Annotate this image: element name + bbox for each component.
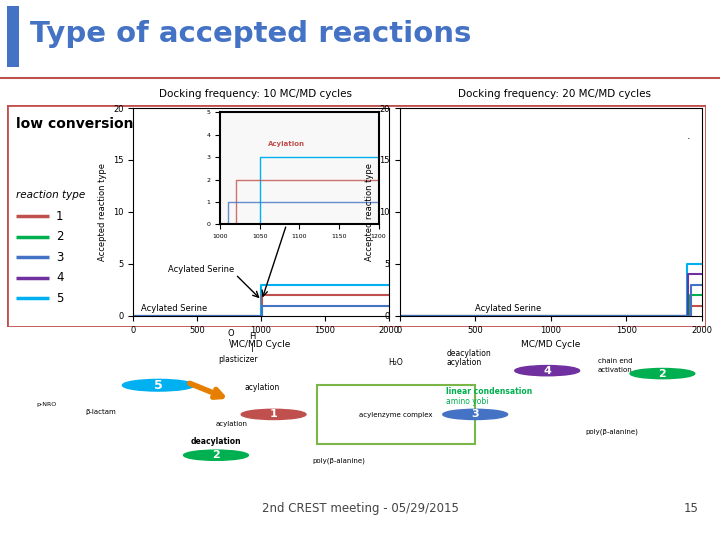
Text: 2: 2 [212, 450, 220, 460]
Ellipse shape [443, 409, 508, 420]
Bar [7, 6, 19, 67]
Text: acylenzyme complex: acylenzyme complex [359, 413, 433, 418]
Text: amino yobi: amino yobi [446, 397, 489, 406]
Text: 1: 1 [56, 210, 63, 222]
Ellipse shape [122, 380, 194, 391]
Text: H₂O: H₂O [389, 358, 403, 367]
Text: chain end: chain end [598, 359, 632, 364]
Text: Acylated Serine: Acylated Serine [475, 304, 541, 313]
Y-axis label: Accepted reaction type: Accepted reaction type [365, 163, 374, 261]
Text: 3: 3 [472, 409, 479, 420]
Text: poly(β-alanine): poly(β-alanine) [312, 457, 365, 464]
Text: Acylated Serine: Acylated Serine [168, 265, 234, 274]
Ellipse shape [184, 450, 248, 460]
Text: deacylation: deacylation [446, 349, 491, 358]
Text: low conversion: low conversion [16, 117, 133, 131]
X-axis label: MC/MD Cycle: MC/MD Cycle [231, 340, 291, 349]
Text: 5: 5 [56, 292, 63, 305]
Text: β-lactam: β-lactam [86, 409, 116, 415]
Text: .: . [376, 131, 379, 141]
Text: \: \ [229, 339, 232, 349]
Ellipse shape [630, 368, 695, 379]
Ellipse shape [241, 409, 306, 420]
Y-axis label: Accepted reaction type: Accepted reaction type [99, 163, 107, 261]
Text: O: O [227, 329, 234, 338]
Text: 2nd CREST meeting - 05/29/2015: 2nd CREST meeting - 05/29/2015 [261, 502, 459, 516]
Text: 4: 4 [56, 271, 63, 284]
Text: 1: 1 [270, 409, 277, 420]
Text: reaction type: reaction type [16, 190, 85, 200]
Text: p-NRO: p-NRO [36, 402, 56, 407]
Text: Type of accepted reactions: Type of accepted reactions [30, 19, 472, 48]
Text: Acylated Serine: Acylated Serine [141, 304, 207, 313]
Text: 4: 4 [544, 366, 551, 376]
Bar [317, 385, 475, 443]
Text: acylation: acylation [245, 383, 280, 391]
Text: Docking frequency: 20 MC/MD cycles: Docking frequency: 20 MC/MD cycles [458, 89, 651, 99]
Text: activation: activation [598, 367, 632, 373]
Text: deacylation: deacylation [191, 436, 241, 446]
Ellipse shape [515, 366, 580, 376]
Text: 5: 5 [154, 379, 163, 392]
Text: H: H [249, 332, 255, 341]
Text: .: . [687, 131, 690, 141]
Text: acylation: acylation [216, 421, 248, 427]
Text: |: | [251, 343, 253, 352]
Text: 2: 2 [659, 369, 666, 379]
Text: plasticizer: plasticizer [217, 355, 258, 364]
Text: acylation: acylation [446, 358, 482, 367]
X-axis label: MC/MD Cycle: MC/MD Cycle [521, 340, 580, 349]
Text: linear condensation: linear condensation [446, 387, 533, 396]
Text: 2: 2 [56, 230, 63, 243]
Text: Docking frequency: 10 MC/MD cycles: Docking frequency: 10 MC/MD cycles [159, 89, 352, 99]
Text: poly(β-alanine): poly(β-alanine) [585, 428, 639, 435]
Text: 15: 15 [683, 502, 698, 516]
Text: 3: 3 [56, 251, 63, 264]
